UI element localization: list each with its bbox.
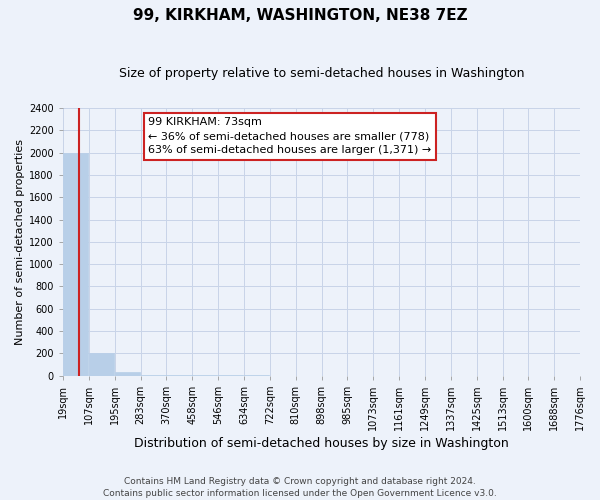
Bar [63,152,88,376]
Text: 99 KIRKHAM: 73sqm
← 36% of semi-detached houses are smaller (778)
63% of semi-de: 99 KIRKHAM: 73sqm ← 36% of semi-detached… [148,118,431,156]
Bar [115,372,140,376]
Text: 99, KIRKHAM, WASHINGTON, NE38 7EZ: 99, KIRKHAM, WASHINGTON, NE38 7EZ [133,8,467,22]
X-axis label: Distribution of semi-detached houses by size in Washington: Distribution of semi-detached houses by … [134,437,509,450]
Bar [89,353,114,376]
Title: Size of property relative to semi-detached houses in Washington: Size of property relative to semi-detach… [119,68,524,80]
Y-axis label: Number of semi-detached properties: Number of semi-detached properties [15,139,25,345]
Text: Contains HM Land Registry data © Crown copyright and database right 2024.
Contai: Contains HM Land Registry data © Crown c… [103,476,497,498]
Bar [140,375,166,376]
